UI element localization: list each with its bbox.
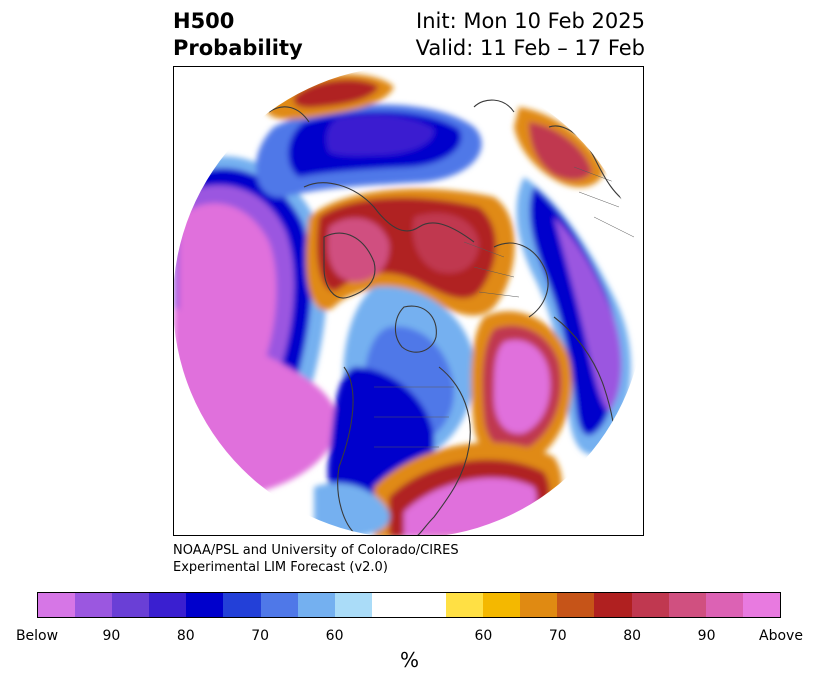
colorbar-segment	[112, 593, 150, 617]
colorbar	[37, 592, 781, 618]
product-label: Probability	[173, 36, 303, 60]
colorbar-segment	[38, 593, 76, 617]
colorbar-tick-label: 70	[251, 628, 270, 644]
valid-range: Valid: 11 Feb – 17 Feb	[415, 36, 645, 60]
colorbar-tick-label: 60	[325, 628, 344, 644]
colorbar-ticks: Below 90 80 70 60 60 70 80 90 Above	[16, 628, 803, 646]
colorbar-tick-label: 80	[176, 628, 195, 644]
colorbar-segment	[260, 593, 298, 617]
colorbar-tick-label: 60	[474, 628, 493, 644]
colorbar-segment	[520, 593, 558, 617]
colorbar-segment	[334, 593, 372, 617]
date-info: Init: Mon 10 Feb 2025 Valid: 11 Feb – 17…	[416, 8, 645, 62]
colorbar-segment	[668, 593, 706, 617]
polar-map-svg	[174, 67, 643, 535]
colorbar-unit: %	[399, 648, 419, 672]
colorbar-tick-label: 80	[623, 628, 642, 644]
colorbar-segment	[149, 593, 187, 617]
probability-field	[174, 73, 631, 535]
variable-label: H500	[173, 9, 235, 33]
colorbar-segment	[557, 593, 595, 617]
colorbar-segment	[297, 593, 335, 617]
colorbar-segment	[631, 593, 669, 617]
colorbar-segment	[186, 593, 224, 617]
colorbar-segment	[371, 593, 409, 617]
credit-text: NOAA/PSL and University of Colorado/CIRE…	[173, 542, 459, 576]
credit-line-1: NOAA/PSL and University of Colorado/CIRE…	[173, 543, 459, 558]
colorbar-segment	[408, 593, 447, 617]
colorbar-segment	[705, 593, 743, 617]
colorbar-tick-label: 70	[548, 628, 567, 644]
colorbar-tick-label: 90	[697, 628, 716, 644]
colorbar-segment	[594, 593, 632, 617]
colorbar-segment	[742, 593, 780, 617]
map-title: H500 Probability	[173, 8, 303, 62]
colorbar-segment	[483, 593, 521, 617]
forecast-map	[173, 66, 644, 536]
political-borders	[374, 166, 635, 448]
colorbar-segment	[223, 593, 261, 617]
colorbar-tick-label: 90	[102, 628, 121, 644]
colorbar-segment	[446, 593, 484, 617]
colorbar-tick-label: Above	[759, 628, 803, 644]
colorbar-tick-label: Below	[15, 628, 59, 644]
credit-line-2: Experimental LIM Forecast (v2.0)	[173, 560, 388, 575]
colorbar-segment	[75, 593, 113, 617]
init-date: Init: Mon 10 Feb 2025	[416, 9, 645, 33]
